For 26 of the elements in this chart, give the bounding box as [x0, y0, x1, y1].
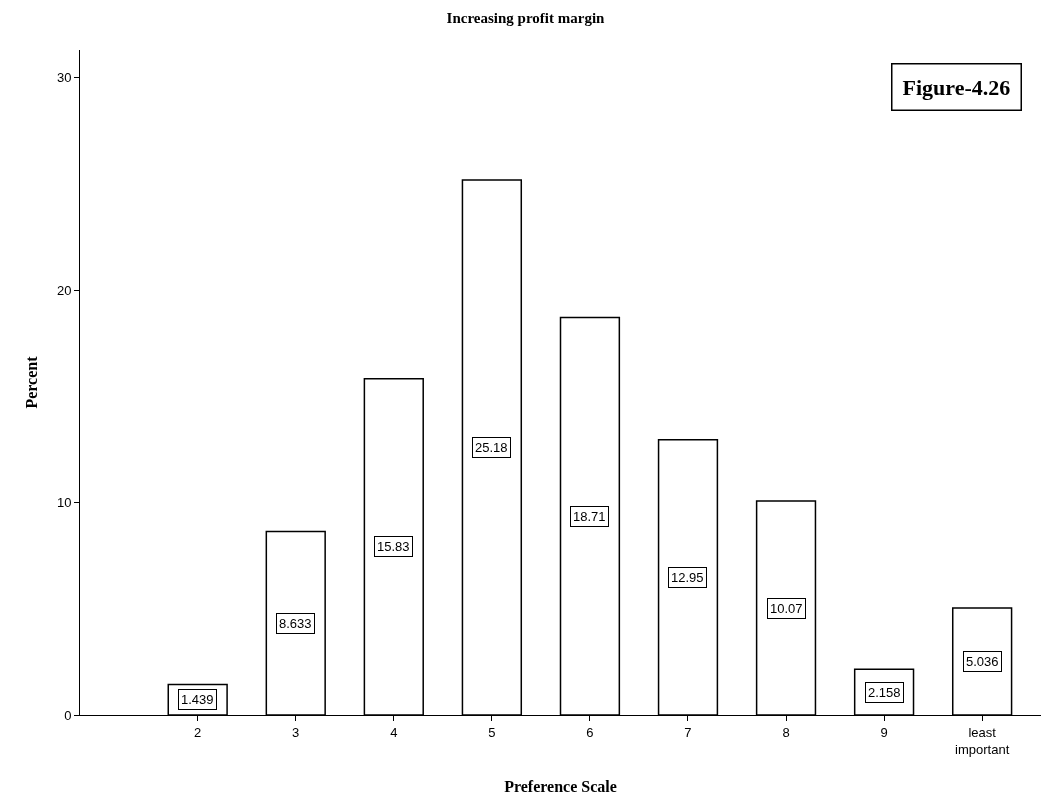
y-tick-label: 20 — [56, 282, 72, 298]
chart-title: Increasing profit margin — [446, 9, 606, 26]
x-tick-label: 6 — [586, 724, 594, 740]
data-label: 8.633 — [279, 616, 312, 631]
x-tick-label: 9 — [880, 724, 888, 740]
data-label: 2.158 — [868, 685, 901, 700]
data-label: 5.036 — [966, 654, 999, 669]
y-tick-label: 0 — [64, 707, 72, 723]
x-tick-label: 3 — [292, 724, 300, 740]
data-label: 25.18 — [475, 440, 508, 455]
x-tick-label: 4 — [390, 724, 398, 740]
x-tick-label: 5 — [488, 724, 496, 740]
y-tick-label: 30 — [56, 70, 72, 86]
data-label: 12.95 — [671, 570, 704, 585]
annotation: Figure-4.26 — [902, 74, 1011, 100]
y-axis-title: Percent — [22, 355, 40, 409]
x-tick-label: 2 — [194, 724, 202, 740]
x-tick-label: least important — [955, 724, 1010, 757]
y-tick-label: 10 — [56, 495, 72, 511]
x-tick-label: 7 — [684, 724, 692, 740]
data-label: 1.439 — [181, 692, 214, 707]
data-label: 15.83 — [377, 539, 410, 554]
data-label: 18.71 — [573, 509, 606, 524]
x-tick-label: 8 — [782, 724, 790, 740]
data-label: 10.07 — [770, 601, 803, 616]
x-axis-title: Preference Scale — [504, 778, 617, 796]
